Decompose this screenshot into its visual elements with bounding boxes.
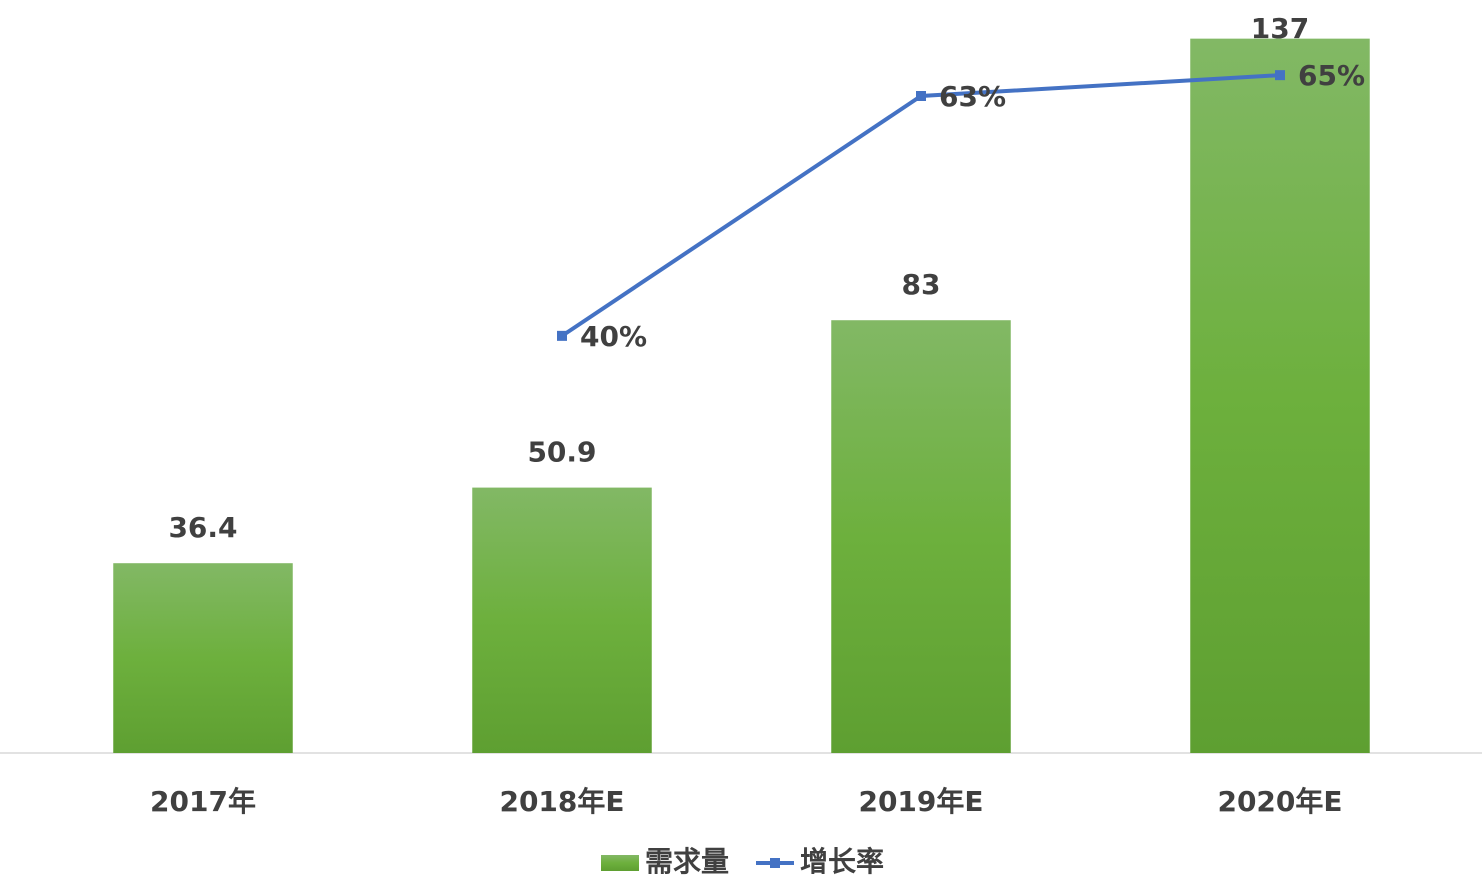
data-label: 63% bbox=[939, 80, 1006, 113]
x-tick-label: 2019年E bbox=[858, 785, 983, 818]
legend-label: 需求量 bbox=[645, 845, 729, 878]
line-marker bbox=[557, 330, 567, 341]
legend-label: 增长率 bbox=[800, 845, 884, 878]
data-label: 83 bbox=[902, 268, 941, 301]
data-label: 40% bbox=[580, 320, 647, 353]
bar bbox=[113, 563, 293, 753]
line-marker bbox=[916, 91, 926, 101]
legend-swatch-marker bbox=[770, 858, 780, 868]
data-label: 50.9 bbox=[527, 436, 596, 469]
data-label: 65% bbox=[1298, 59, 1365, 92]
x-tick-label: 2020年E bbox=[1217, 785, 1342, 818]
line-marker bbox=[1275, 70, 1285, 81]
bar bbox=[831, 320, 1011, 753]
legend-swatch bbox=[601, 855, 639, 871]
data-label: 36.4 bbox=[168, 511, 237, 544]
data-label: 137 bbox=[1251, 12, 1309, 45]
bar bbox=[1190, 38, 1370, 753]
bar bbox=[472, 487, 652, 753]
x-tick-label: 2018年E bbox=[499, 785, 624, 818]
x-tick-label: 2017年 bbox=[150, 785, 256, 818]
